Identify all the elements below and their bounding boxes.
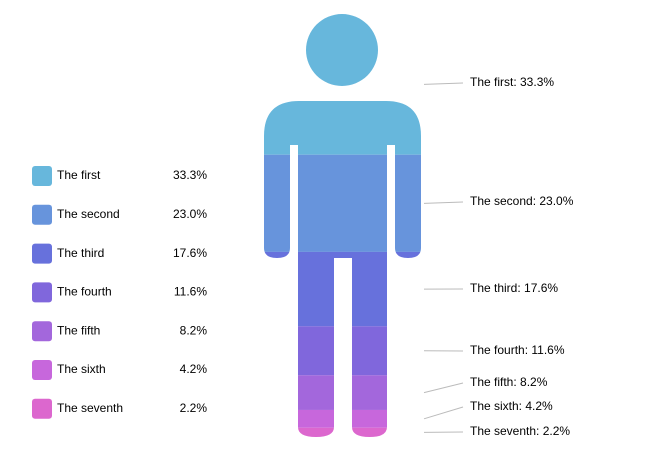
callout-line <box>423 406 464 420</box>
legend-value: 8.2% <box>180 323 208 337</box>
segment <box>264 375 421 410</box>
legend-swatch <box>32 360 52 380</box>
legend-label: The seventh <box>57 401 123 415</box>
callout-line <box>423 382 464 394</box>
segment <box>264 326 421 376</box>
legend-label: The fourth <box>57 285 112 299</box>
segment <box>264 427 421 437</box>
legend-swatch <box>32 204 52 225</box>
segment <box>264 409 421 428</box>
legend-swatch <box>32 282 52 303</box>
legend-swatch <box>32 321 52 342</box>
callout-label: The seventh: 2.2% <box>470 424 570 438</box>
legend-label: The second <box>57 207 120 221</box>
legend-item[interactable]: The sixth 4.2% <box>32 360 207 380</box>
callout-label: The second: 23.0% <box>470 194 574 208</box>
legend-label: The first <box>57 168 101 182</box>
legend-swatch <box>32 398 52 419</box>
callout-label: The first: 33.3% <box>470 75 554 89</box>
legend-item[interactable]: The first 33.3% <box>32 166 207 186</box>
segment <box>264 14 421 155</box>
segment <box>264 154 421 252</box>
callout-label: The fifth: 8.2% <box>470 375 548 389</box>
legend-label: The third <box>57 246 104 260</box>
legend-label: The fifth <box>57 323 100 337</box>
callout-label: The third: 17.6% <box>470 281 558 295</box>
legend-value: 33.3% <box>173 168 207 182</box>
legend-swatch <box>32 243 52 264</box>
callout-label: The sixth: 4.2% <box>470 399 553 413</box>
callout-line <box>423 201 464 204</box>
legend-item[interactable]: The fifth 8.2% <box>32 321 208 342</box>
legend-swatch <box>32 166 52 186</box>
legend-value: 4.2% <box>180 362 208 376</box>
legend-value: 17.6% <box>173 246 207 260</box>
legend-item[interactable]: The third 17.6% <box>32 243 207 264</box>
legend-label: The sixth <box>57 362 106 376</box>
legend-value: 11.6% <box>174 285 207 299</box>
segment <box>264 251 421 327</box>
legend-value: 2.2% <box>180 401 208 415</box>
legend-item[interactable]: The second 23.0% <box>32 204 207 225</box>
legend-value: 23.0% <box>173 207 207 221</box>
legend-item[interactable]: The seventh 2.2% <box>32 398 208 419</box>
callout-label: The fourth: 11.6% <box>470 343 565 357</box>
figure <box>264 14 421 437</box>
callout-line <box>423 82 464 85</box>
legend-item[interactable]: The fourth 11.6% <box>32 282 207 303</box>
